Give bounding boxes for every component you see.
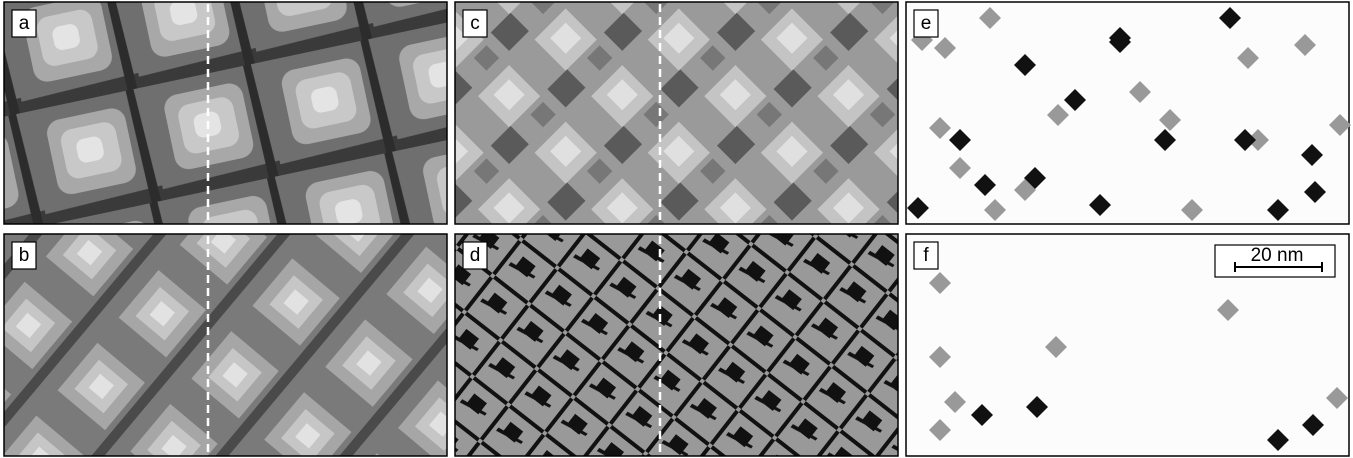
panel-label: f [923,245,929,266]
panel-label: e [921,13,932,34]
panel-e: e [906,2,1351,224]
panel-label: a [19,13,30,34]
panel-c: c [455,2,898,224]
panel-label: b [19,245,30,266]
panel-label: d [470,245,481,266]
figure: a b c d e [0,0,1353,458]
panel-d: d [455,234,898,456]
scale-bar-label: 20 nm [1251,245,1304,266]
panel-label: c [470,13,480,34]
panel-a: a [4,2,447,224]
panel-b: b [4,234,447,456]
panel-f: f 20 nm [906,234,1349,456]
